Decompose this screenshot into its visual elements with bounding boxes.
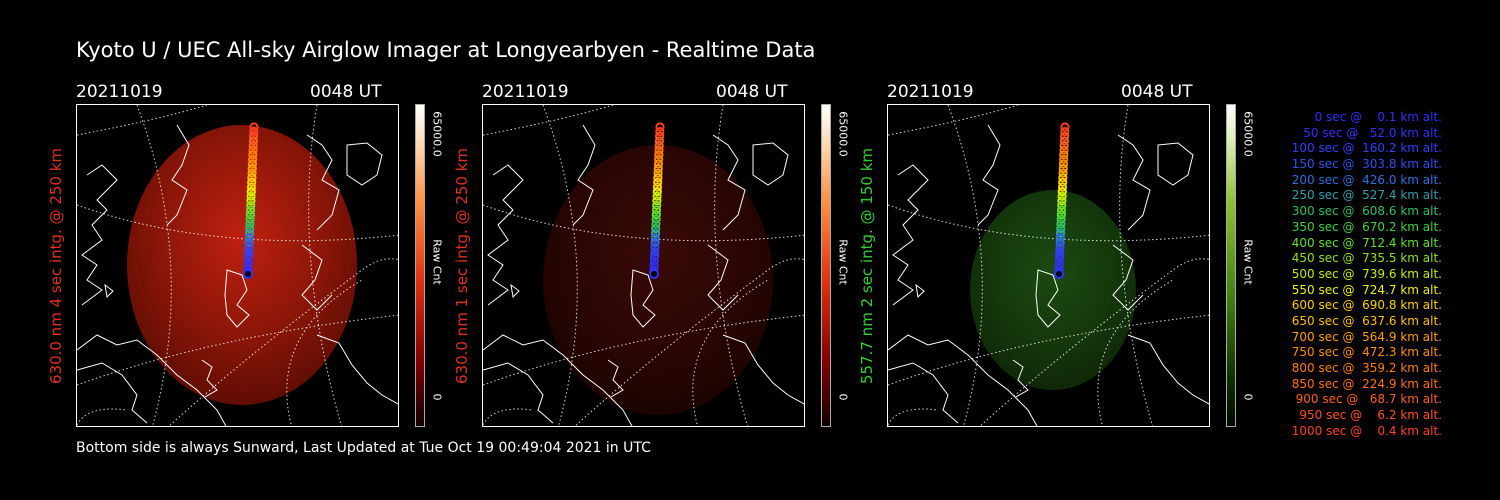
allsky-image [76, 104, 399, 427]
panel-date: 20211019 [482, 82, 569, 102]
panel-date: 20211019 [76, 82, 163, 102]
legend-row: 100 sec @ 160.2 km alt. [1287, 141, 1442, 156]
colorbar-unit-label: Raw Cnt [430, 239, 444, 285]
legend-row: 500 sec @ 739.6 km alt. [1287, 266, 1442, 281]
page-title: Kyoto U / UEC All-sky Airglow Imager at … [76, 38, 816, 62]
legend-row: 1000 sec @ 0.4 km alt. [1291, 423, 1442, 438]
legend-row: 400 sec @ 712.4 km alt. [1287, 235, 1442, 250]
legend-row: 450 sec @ 735.5 km alt. [1287, 251, 1442, 266]
footer-note: Bottom side is always Sunward, Last Upda… [76, 440, 651, 456]
colorbar-max-label: 65000.0 [836, 111, 850, 157]
panel-side-label: 557.7 nm 2 sec intg. @ 150 km [858, 147, 876, 384]
trajectory-legend: 0 sec @ 0.1 km alt. 50 sec @ 52.0 km alt… [1262, 110, 1442, 439]
legend-row: 250 sec @ 527.4 km alt. [1287, 188, 1442, 203]
legend-row: 550 sec @ 724.7 km alt. [1287, 282, 1442, 297]
colorbar [1226, 104, 1236, 427]
legend-row: 850 sec @ 224.9 km alt. [1287, 376, 1442, 391]
colorbar [821, 104, 831, 427]
legend-row: 0 sec @ 0.1 km alt. [1303, 110, 1442, 124]
colorbar-unit-label: Raw Cnt [1241, 239, 1255, 285]
panel-side-label: 630.0 nm 4 sec intg. @ 250 km [47, 147, 65, 384]
legend-row: 800 sec @ 359.2 km alt. [1287, 361, 1442, 375]
colorbar-min-label: 0 [836, 393, 850, 401]
legend-row: 350 sec @ 670.2 km alt. [1287, 219, 1442, 234]
legend-row: 200 sec @ 426.0 km alt. [1287, 172, 1442, 187]
legend-row: 900 sec @ 68.7 km alt. [1291, 392, 1442, 407]
legend-row: 700 sec @ 564.9 km alt. [1287, 329, 1442, 344]
panel-date: 20211019 [887, 82, 974, 102]
colorbar-max-label: 65000.0 [1241, 111, 1255, 157]
panel-630nm-4sec: 20211019 0048 UT 630.0 nm 4 sec intg. @ … [47, 82, 461, 432]
allsky-image [482, 104, 805, 427]
legend-row: 600 sec @ 690.8 km alt. [1287, 298, 1442, 313]
legend-row: 950 sec @ 6.2 km alt. [1295, 408, 1442, 423]
panel-time: 0048 UT [716, 82, 788, 102]
panel-630nm-1sec: 20211019 0048 UT 630.0 nm 1 sec intg. @ … [453, 82, 867, 432]
colorbar [415, 104, 425, 427]
panel-time: 0048 UT [310, 82, 382, 102]
panel-557nm-2sec: 20211019 0048 UT 557.7 nm 2 sec intg. @ … [858, 82, 1272, 432]
legend-row: 750 sec @ 472.3 km alt. [1287, 345, 1442, 360]
legend-row: 300 sec @ 608.6 km alt. [1287, 204, 1442, 219]
legend-row: 650 sec @ 637.6 km alt. [1287, 313, 1442, 328]
colorbar-unit-label: Raw Cnt [836, 239, 850, 285]
colorbar-min-label: 0 [1241, 393, 1255, 401]
legend-row: 150 sec @ 303.8 km alt. [1287, 157, 1442, 172]
allsky-image [887, 104, 1210, 427]
panel-time: 0048 UT [1121, 82, 1193, 102]
panel-side-label: 630.0 nm 1 sec intg. @ 250 km [453, 147, 471, 384]
colorbar-max-label: 65000.0 [430, 111, 444, 157]
colorbar-min-label: 0 [430, 393, 444, 401]
legend-row: 50 sec @ 52.0 km alt. [1295, 125, 1442, 140]
